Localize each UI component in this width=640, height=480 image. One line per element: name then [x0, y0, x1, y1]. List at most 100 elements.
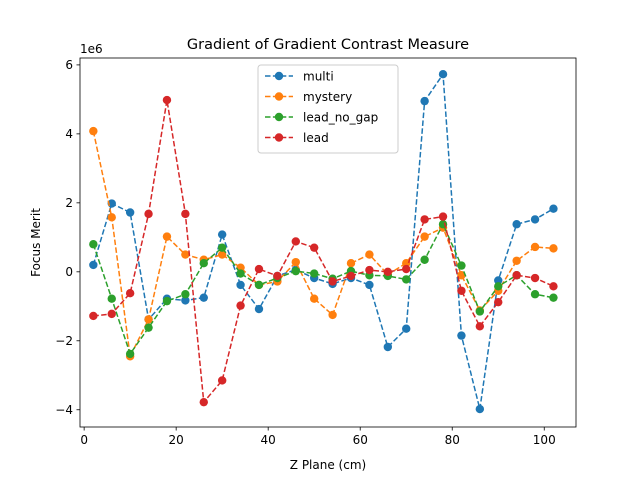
data-point	[254, 280, 264, 290]
data-point	[420, 255, 429, 264]
x-tick-label: 40	[261, 433, 276, 447]
data-point	[383, 267, 393, 277]
data-point	[144, 323, 153, 332]
series-layer	[89, 70, 558, 414]
x-tick-label: 20	[169, 433, 184, 447]
data-point	[89, 240, 98, 249]
y-axis-label: Focus Merit	[29, 208, 43, 277]
data-point	[162, 232, 172, 241]
data-point	[125, 208, 135, 217]
legend-marker	[274, 71, 284, 81]
data-point	[236, 301, 245, 310]
data-point	[383, 342, 393, 352]
legend-box	[257, 64, 399, 154]
legend-marker	[274, 92, 284, 101]
data-point	[530, 242, 540, 252]
series-lead	[89, 95, 558, 407]
data-point	[475, 404, 485, 414]
data-point	[346, 258, 356, 268]
data-point	[475, 322, 485, 331]
data-point	[89, 126, 98, 136]
data-point	[236, 280, 245, 290]
data-point	[346, 271, 356, 281]
data-point	[309, 269, 319, 278]
y-tick-label: 0	[65, 265, 73, 279]
data-point	[217, 243, 227, 252]
series-line	[93, 99, 554, 405]
legend-label: multi	[303, 69, 334, 83]
data-point	[291, 237, 300, 246]
data-point	[457, 286, 466, 295]
data-point	[309, 294, 319, 303]
legend-item: lead_no_gap	[265, 110, 378, 124]
data-point	[199, 397, 208, 407]
data-point	[420, 215, 429, 224]
data-point	[236, 269, 245, 278]
data-point	[125, 288, 135, 298]
y-tick-label: 6	[65, 58, 73, 72]
data-point	[181, 250, 190, 259]
data-point	[512, 271, 521, 280]
data-point	[549, 244, 558, 253]
legend-label: mystery	[303, 90, 352, 104]
data-point	[199, 293, 208, 302]
data-point	[125, 349, 135, 359]
data-point	[144, 209, 153, 219]
data-point	[438, 70, 448, 79]
data-point	[420, 232, 429, 241]
data-point	[107, 309, 116, 319]
data-point	[402, 324, 411, 333]
legend-label: lead	[303, 131, 329, 145]
y-axis-ticks: −4 −2 0 2 4 6	[55, 58, 80, 417]
data-point	[254, 304, 264, 314]
x-axis-label: Z Plane (cm)	[290, 458, 366, 472]
data-point	[549, 204, 558, 213]
data-point	[107, 294, 116, 303]
data-point	[89, 260, 98, 270]
legend-marker	[274, 133, 284, 142]
y-axis-multiplier: 1e6	[80, 42, 103, 56]
data-point	[162, 95, 172, 105]
x-axis-ticks: 0 20 40 60 80 100	[80, 427, 556, 447]
data-point	[217, 230, 227, 239]
chart-title: Gradient of Gradient Contrast Measure	[187, 37, 469, 53]
data-point	[365, 280, 374, 290]
data-point	[494, 276, 503, 285]
data-point	[530, 215, 540, 224]
data-point	[512, 220, 521, 229]
data-point	[402, 258, 411, 268]
x-tick-label: 0	[80, 433, 88, 447]
legend-marker	[274, 112, 284, 122]
x-tick-label: 80	[445, 433, 460, 447]
y-tick-label: 4	[65, 127, 73, 141]
data-point	[107, 213, 116, 222]
data-point	[365, 250, 374, 259]
data-point	[328, 277, 337, 286]
data-point	[457, 271, 466, 280]
data-point	[475, 307, 485, 316]
data-point	[494, 297, 503, 307]
data-point	[402, 264, 411, 274]
data-point	[162, 296, 172, 306]
legend-label: lead_no_gap	[303, 110, 378, 124]
x-tick-label: 60	[353, 433, 368, 447]
data-point	[291, 266, 300, 276]
data-point	[199, 258, 208, 268]
data-point	[420, 96, 429, 106]
legend-item: mystery	[265, 90, 352, 104]
data-point	[365, 265, 374, 275]
y-tick-label: −2	[55, 334, 73, 348]
data-point	[457, 331, 466, 340]
data-point	[328, 310, 337, 320]
legend-item: lead	[265, 131, 329, 145]
data-point	[530, 273, 540, 283]
data-point	[89, 311, 98, 321]
legend-item: multi	[265, 69, 334, 83]
data-point	[549, 293, 558, 302]
data-point	[494, 282, 503, 291]
data-point	[144, 315, 153, 324]
data-point	[549, 282, 558, 291]
data-point	[181, 290, 190, 299]
